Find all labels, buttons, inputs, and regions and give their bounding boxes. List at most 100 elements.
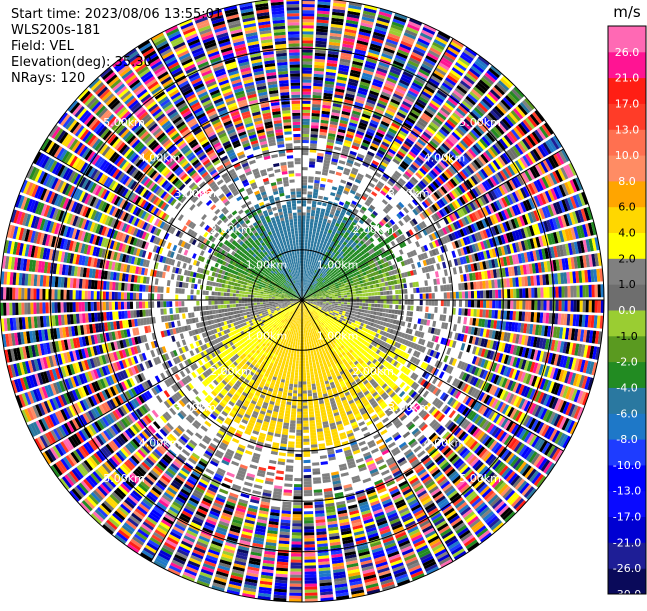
velocity-bin bbox=[549, 287, 552, 298]
velocity-bin bbox=[414, 446, 422, 453]
velocity-bin bbox=[522, 300, 525, 310]
velocity-bin bbox=[513, 300, 516, 309]
velocity-bin bbox=[374, 296, 377, 299]
velocity-bin bbox=[302, 25, 314, 28]
velocity-bin bbox=[477, 291, 480, 299]
velocity-bin bbox=[312, 259, 315, 262]
velocity-bin bbox=[359, 291, 362, 294]
velocity-bin bbox=[314, 220, 318, 224]
velocity-bin bbox=[342, 286, 345, 289]
velocity-bin bbox=[399, 391, 405, 397]
velocity-bin bbox=[423, 294, 426, 299]
velocity-bin bbox=[315, 171, 321, 175]
velocity-bin bbox=[312, 231, 315, 235]
velocity-bin bbox=[308, 176, 314, 179]
velocity-bin bbox=[562, 300, 565, 311]
velocity-bin bbox=[305, 237, 308, 240]
velocity-bin bbox=[303, 273, 304, 276]
velocity-bin bbox=[312, 344, 315, 347]
velocity-bin bbox=[308, 179, 313, 182]
velocity-bin bbox=[555, 300, 558, 311]
velocity-bin bbox=[407, 323, 411, 328]
velocity-bin bbox=[474, 291, 477, 299]
velocity-bin bbox=[522, 288, 525, 298]
velocity-bin bbox=[376, 284, 380, 288]
velocity-bin bbox=[302, 167, 308, 170]
velocity-bin bbox=[311, 128, 319, 132]
velocity-bin bbox=[419, 325, 423, 331]
velocity-bin bbox=[308, 258, 310, 261]
velocity-bin bbox=[555, 287, 558, 298]
velocity-bin bbox=[367, 286, 371, 289]
velocity-bin bbox=[337, 166, 344, 171]
velocity-bin bbox=[371, 448, 379, 454]
velocity-bin bbox=[399, 249, 404, 255]
velocity-bin bbox=[314, 241, 317, 245]
velocity-bin bbox=[313, 225, 317, 229]
velocity-bin bbox=[358, 421, 365, 426]
velocity-bin bbox=[377, 288, 380, 292]
velocity-bin bbox=[344, 304, 347, 306]
velocity-bin bbox=[376, 312, 380, 316]
velocity-bin bbox=[305, 234, 308, 237]
velocity-bin bbox=[589, 285, 592, 298]
velocity-bin bbox=[504, 300, 507, 309]
velocity-bin bbox=[308, 237, 311, 240]
velocity-bin bbox=[302, 176, 307, 179]
velocity-bin bbox=[313, 256, 316, 260]
velocity-bin bbox=[307, 264, 309, 267]
velocity-bin bbox=[337, 290, 340, 292]
velocity-bin bbox=[302, 80, 312, 83]
velocity-bin bbox=[497, 310, 501, 319]
velocity-bin bbox=[302, 222, 305, 225]
velocity-bin bbox=[307, 207, 311, 210]
velocity-bin bbox=[486, 290, 489, 298]
velocity-bin bbox=[374, 288, 377, 292]
velocity-bin bbox=[341, 298, 344, 300]
velocity-bin bbox=[326, 296, 329, 298]
velocity-bin bbox=[429, 300, 432, 306]
velocity-bin bbox=[417, 450, 425, 458]
velocity-bin bbox=[371, 304, 374, 307]
velocity-bin bbox=[311, 243, 314, 246]
velocity-bin bbox=[479, 309, 483, 317]
velocity-bin bbox=[302, 185, 307, 188]
velocity-bin bbox=[510, 289, 513, 298]
velocity-bin bbox=[308, 240, 311, 243]
velocity-bin bbox=[323, 298, 326, 299]
velocity-bin bbox=[305, 267, 307, 270]
velocity-bin bbox=[371, 296, 374, 299]
velocity-bin bbox=[315, 177, 321, 181]
velocity-bin bbox=[395, 285, 399, 289]
velocity-bin bbox=[312, 204, 316, 208]
velocity-bin bbox=[354, 162, 361, 167]
velocity-bin bbox=[302, 92, 311, 95]
velocity-bin bbox=[374, 304, 377, 307]
velocity-bin bbox=[306, 222, 310, 225]
velocity-bin bbox=[399, 300, 402, 304]
velocity-bin bbox=[359, 303, 362, 306]
velocity-bin bbox=[384, 300, 387, 304]
velocity-bin bbox=[317, 202, 322, 206]
velocity-bin bbox=[302, 110, 310, 113]
velocity-bin bbox=[320, 298, 323, 299]
velocity-bin bbox=[546, 287, 549, 298]
velocity-bin bbox=[390, 295, 393, 299]
velocity-bin bbox=[332, 186, 338, 190]
velocity-bin bbox=[302, 64, 312, 67]
velocity-bin bbox=[444, 292, 447, 298]
velocity-bin bbox=[443, 285, 447, 291]
velocity-bin bbox=[310, 143, 317, 147]
velocity-bin bbox=[398, 310, 402, 315]
velocity-bin bbox=[416, 306, 419, 311]
velocity-bin bbox=[361, 446, 369, 452]
velocity-bin bbox=[485, 310, 489, 318]
velocity-bin bbox=[461, 283, 465, 290]
velocity-bin bbox=[528, 288, 531, 298]
velocity-bin bbox=[570, 286, 573, 298]
velocity-bin bbox=[405, 300, 408, 305]
velocity-bin bbox=[310, 137, 317, 141]
velocity-bin bbox=[367, 310, 371, 313]
velocity-bin bbox=[347, 292, 350, 294]
velocity-bin bbox=[398, 284, 402, 289]
